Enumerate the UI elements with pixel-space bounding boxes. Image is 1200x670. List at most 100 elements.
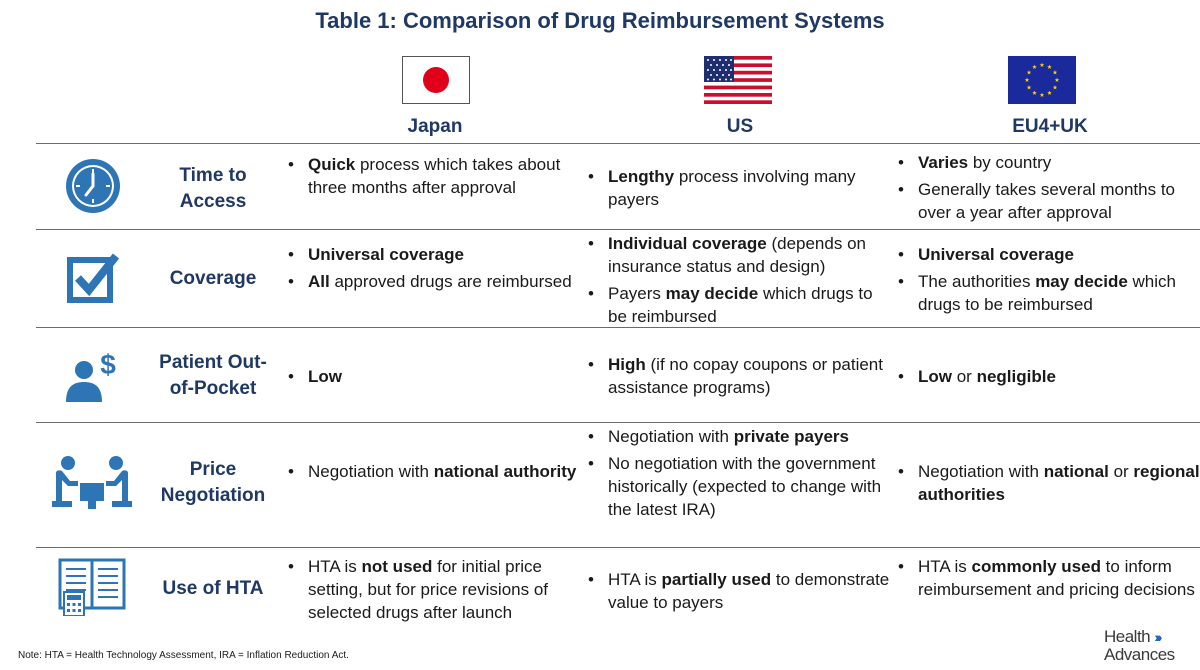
row-label-use-of-hta: Use of HTA [162, 578, 264, 599]
column-header-eu4-uk: EU4+UK [1012, 116, 1088, 137]
row-label-price-negotiation: Price Negotiation [160, 459, 266, 506]
cell-eu-use-of-hta: HTA is commonly used to inform reimburse… [896, 555, 1200, 605]
table-title: Table 1: Comparison of Drug Reimbursemen… [315, 8, 885, 33]
cell-japan-use-of-hta: HTA is not used for initial price settin… [286, 555, 586, 628]
cell-japan-coverage: Universal coverage All approved drugs are… [286, 243, 586, 297]
footnote: Note: HTA = Health Technology Assessment… [18, 650, 349, 661]
bullet-item: Negotiation with national authority [286, 460, 586, 483]
bullet-item: Universal coverage [896, 243, 1200, 266]
cell-japan-patient-out-of-pocket: Low [286, 365, 586, 392]
bold-text: High [608, 355, 646, 374]
text: which drugs to be reimbursed [608, 284, 873, 326]
bullet-list: Negotiation with national or regional au… [896, 460, 1200, 506]
bold-text: commonly used [971, 557, 1101, 576]
eu-star [1039, 62, 1045, 67]
text: Negotiation with [918, 462, 1044, 481]
bold-text: Low [308, 367, 342, 386]
bullet-list: Individual coverage (depends on insuranc… [586, 232, 896, 328]
bullet-item: HTA is not used for initial price settin… [286, 555, 586, 624]
bold-text: Quick [308, 155, 356, 174]
bullet-item: Lengthy process involving many payers [586, 165, 896, 211]
bullet-item: No negotiation with the government histo… [586, 452, 896, 521]
bullet-list: HTA is commonly used to inform reimburse… [896, 555, 1200, 601]
bullet-item: Varies by country [896, 151, 1200, 174]
person-dollar-icon: $ [66, 349, 116, 402]
bullet-item: High (if no copay coupons or patient ass… [586, 353, 896, 399]
text: HTA is [918, 557, 972, 576]
bullet-item: Individual coverage (depends on insuranc… [586, 232, 896, 278]
text: which drugs to be reimbursed [918, 272, 1176, 314]
logo-line-1: Health [1104, 627, 1151, 646]
table-row-coverage: Coverage Universal coverage All approved … [36, 230, 1200, 327]
us-flag-icon [704, 56, 772, 104]
bullet-item: Negotiation with national or regional au… [896, 460, 1200, 506]
bold-text: negligible [976, 367, 1056, 386]
text: to demonstrate value to payers [608, 570, 890, 612]
bullet-list: Lengthy process involving many payers [586, 165, 896, 211]
cell-eu-price-negotiation: Negotiation with national or regional au… [896, 460, 1200, 510]
bullet-item: The authorities may decide which drugs t… [896, 270, 1200, 316]
eu-star [1054, 77, 1060, 82]
japan-flag-icon [402, 56, 470, 104]
ledger-calculator-icon [58, 558, 126, 616]
cell-eu-time-to-access: Varies by country Generally takes several… [896, 151, 1200, 228]
row-divider [36, 229, 1200, 230]
eu-star [1026, 70, 1032, 75]
bullet-list: Universal coverage The authorities may de… [896, 243, 1200, 316]
text: for initial price setting, but for price… [308, 557, 549, 622]
bullet-item: Payers may decide which drugs to be reim… [586, 282, 896, 328]
text: to inform reimbursement and pricing deci… [918, 557, 1195, 599]
cell-eu-patient-out-of-pocket: Low or negligible [896, 365, 1200, 392]
bullet-list: HTA is partially used to demonstrate val… [586, 568, 896, 614]
text: The authorities [918, 272, 1036, 291]
bullet-item: HTA is partially used to demonstrate val… [586, 568, 896, 614]
svg-text:$: $ [100, 349, 116, 380]
bullet-item: HTA is commonly used to inform reimburse… [896, 555, 1200, 601]
bold-text: Universal coverage [918, 245, 1074, 264]
eu-star [1047, 64, 1052, 69]
table-row-price-negotiation: Price Negotiation Negotiation with natio… [36, 423, 1200, 547]
table-row-patient-out-of-pocket: $ Patient Out-of-Pocket Low High (if no … [36, 328, 1200, 422]
bold-text: regional authorities [918, 462, 1200, 504]
bold-text: national authority [433, 462, 577, 481]
eu-star [1024, 77, 1030, 82]
bullet-list: Low [286, 365, 586, 388]
text: (depends on insurance status and design) [608, 234, 866, 276]
text: or [1108, 462, 1134, 481]
cell-us-coverage: Individual coverage (depends on insuranc… [586, 232, 896, 332]
eu-star [1026, 85, 1032, 90]
text: No negotiation with the government histo… [608, 454, 882, 519]
eu-star [1032, 64, 1037, 69]
clock-icon [66, 159, 120, 213]
bullet-item: All approved drugs are reimbursed [286, 270, 586, 293]
text: HTA is [608, 570, 662, 589]
text: Generally takes several months to over a… [918, 180, 1176, 222]
bold-text: All [308, 272, 330, 291]
bullet-list: High (if no copay coupons or patient ass… [586, 353, 896, 399]
bullet-list: Low or negligible [896, 365, 1200, 388]
bold-text: partially used [661, 570, 772, 589]
cell-us-price-negotiation: Negotiation with private payers No negoti… [586, 425, 896, 525]
table-row-use-of-hta: Use of HTA HTA is not used for initial p… [36, 548, 1200, 640]
bold-text: may decide [665, 284, 759, 303]
eu-star [1032, 90, 1037, 95]
cell-us-use-of-hta: HTA is partially used to demonstrate val… [586, 568, 896, 618]
text: Payers [608, 284, 666, 303]
row-label-time-to-access: Time to Access [179, 165, 247, 212]
text: process involving many payers [608, 167, 856, 209]
table-row-time-to-access: Time to Access Quick process which takes… [36, 144, 1200, 229]
text: by country [968, 153, 1052, 172]
bullet-list: Negotiation with private payers No negoti… [586, 425, 896, 521]
bold-text: private payers [733, 427, 849, 446]
cell-eu-coverage: Universal coverage The authorities may de… [896, 243, 1200, 320]
cell-japan-price-negotiation: Negotiation with national authority [286, 460, 586, 487]
bullet-list: Varies by country Generally takes several… [896, 151, 1200, 224]
text: HTA is [308, 557, 362, 576]
eu-flag-icon [1008, 56, 1076, 104]
column-header-us: US [726, 116, 754, 137]
bullet-item: Generally takes several months to over a… [896, 178, 1200, 224]
eu-star [1052, 85, 1058, 90]
cell-us-time-to-access: Lengthy process involving many payers [586, 165, 896, 215]
row-divider [36, 143, 1200, 144]
eu-star [1039, 92, 1045, 97]
